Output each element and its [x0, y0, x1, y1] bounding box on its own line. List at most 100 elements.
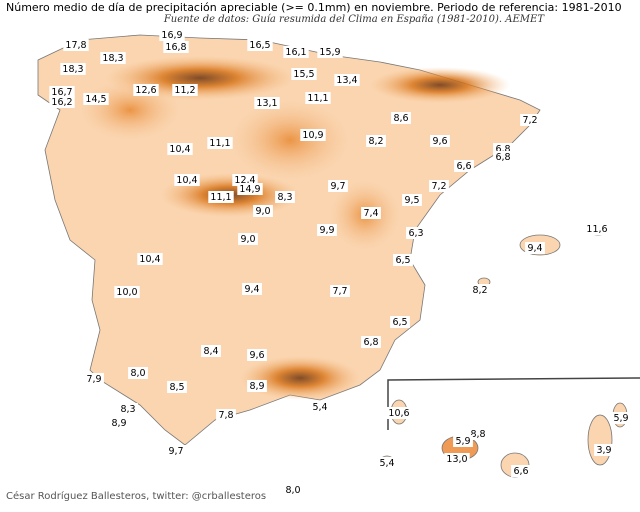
- label-box: [310, 401, 330, 413]
- label-box: [60, 63, 86, 75]
- label-box: [317, 46, 343, 58]
- label-box: [247, 39, 273, 51]
- station-value: 9,0: [255, 206, 270, 217]
- label-box: [83, 93, 109, 105]
- station-value: 16,2: [51, 97, 72, 108]
- station-value: 8,8: [470, 429, 485, 440]
- label-box: [317, 224, 337, 236]
- label-box: [493, 151, 513, 163]
- label-box: [133, 84, 159, 96]
- label-box: [520, 114, 540, 126]
- label-box: [402, 194, 422, 206]
- station-value: 18,3: [62, 64, 83, 75]
- label-box: [247, 380, 267, 392]
- station-value: 8,0: [130, 368, 145, 379]
- label-box: [159, 29, 185, 41]
- label-box: [361, 336, 381, 348]
- station-value: 14,9: [239, 184, 260, 195]
- station-labels: 16,9 17,8 16,8 16,5 16,1 15,9 18,3 18,3 15,5 13,4…: [49, 29, 631, 496]
- label-box: [300, 129, 326, 141]
- label-box: [386, 407, 412, 419]
- station-value: 15,5: [293, 69, 314, 80]
- station-value: 5,4: [379, 458, 394, 469]
- station-value: 6,5: [395, 255, 410, 266]
- label-box: [84, 373, 104, 385]
- station-value: 12,6: [135, 85, 156, 96]
- station-value: 8,9: [249, 381, 264, 392]
- label-box: [167, 381, 187, 393]
- label-box: [470, 284, 490, 296]
- station-value: 16,5: [249, 40, 270, 51]
- station-value: 9,9: [319, 225, 334, 236]
- label-box: [584, 223, 610, 235]
- station-value: 10,4: [169, 144, 190, 155]
- credit: César Rodríguez Ballesteros, twitter: @c…: [6, 491, 267, 502]
- label-box: [238, 233, 258, 245]
- label-box: [366, 135, 386, 147]
- label-box: [361, 207, 381, 219]
- station-value: 6,5: [392, 317, 407, 328]
- label-box: [453, 435, 473, 447]
- label-box: [208, 191, 234, 203]
- label-box: [118, 403, 138, 415]
- label-box: [253, 205, 273, 217]
- label-box: [525, 242, 545, 254]
- station-value: 3,9: [596, 445, 611, 456]
- label-box: [291, 68, 317, 80]
- station-value: 12,4: [234, 175, 255, 186]
- station-value: 6,6: [513, 466, 528, 477]
- label-box: [454, 160, 474, 172]
- station-value: 8,5: [169, 382, 184, 393]
- station-value: 5,9: [455, 436, 470, 447]
- label-box: [100, 52, 126, 64]
- station-value: 10,6: [388, 408, 409, 419]
- station-value: 13,1: [256, 98, 277, 109]
- label-box: [254, 97, 280, 109]
- label-box: [283, 46, 309, 58]
- label-box: [429, 180, 449, 192]
- title: Número medio de día de precipitación apr…: [6, 1, 622, 14]
- station-value: 16,9: [161, 30, 182, 41]
- label-box: [611, 412, 631, 424]
- station-value: 6,8: [495, 152, 510, 163]
- station-value: 10,4: [176, 175, 197, 186]
- label-box: [167, 143, 193, 155]
- station-value: 9,0: [240, 234, 255, 245]
- station-value: 16,1: [285, 47, 306, 58]
- peninsula: [37, 34, 541, 446]
- station-value: 14,5: [85, 94, 106, 105]
- station-value: 15,9: [319, 47, 340, 58]
- station-value: 9,5: [404, 195, 419, 206]
- station-value: 9,7: [168, 446, 183, 457]
- label-box: [444, 453, 470, 465]
- label-box: [283, 484, 303, 496]
- station-value: 7,7: [332, 286, 347, 297]
- station-value: 10,4: [139, 254, 160, 265]
- station-value: 8,3: [277, 192, 292, 203]
- label-box: [163, 41, 189, 53]
- label-box: [247, 349, 267, 361]
- station-value: 9,6: [249, 350, 264, 361]
- label-box: [334, 74, 360, 86]
- station-value: 9,7: [330, 181, 345, 192]
- label-box: [49, 96, 75, 108]
- label-box: [275, 191, 295, 203]
- label-box: [242, 283, 262, 295]
- station-value: 6,6: [456, 161, 471, 172]
- label-box: [166, 445, 186, 457]
- label-box: [109, 417, 129, 429]
- label-box: [137, 253, 163, 265]
- station-value: 13,0: [446, 454, 467, 465]
- label-box: [406, 227, 426, 239]
- station-value: 8,4: [203, 346, 218, 357]
- station-value: 11,1: [210, 192, 231, 203]
- station-value: 10,9: [302, 130, 323, 141]
- station-value: 7,9: [86, 374, 101, 385]
- label-box: [391, 112, 411, 124]
- station-value: 8,6: [393, 113, 408, 124]
- label-box: [49, 86, 75, 98]
- station-value: 9,6: [432, 136, 447, 147]
- station-value: 8,9: [111, 418, 126, 429]
- station-value: 18,3: [102, 53, 123, 64]
